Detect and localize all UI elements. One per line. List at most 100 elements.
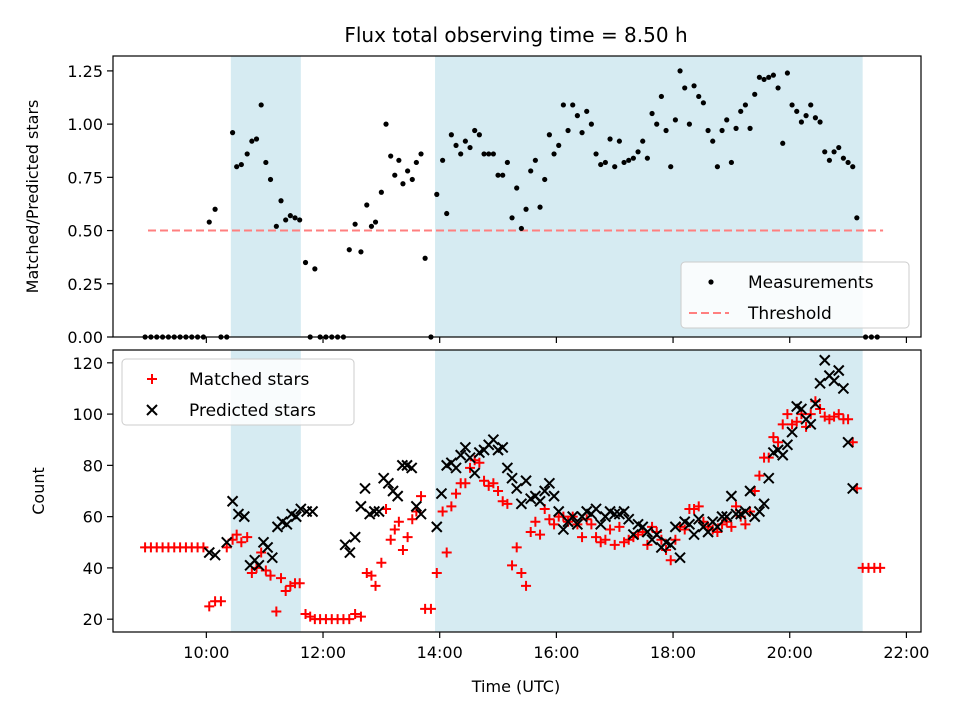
measurement-point: [682, 85, 688, 91]
predicted-star-point: [359, 482, 371, 495]
matched-star-point: [437, 506, 448, 517]
legend-box: [680, 261, 910, 329]
measurement-point: [724, 117, 730, 123]
matched-star-point: [535, 529, 546, 540]
measurement-point: [556, 142, 562, 149]
measurement-point: [560, 102, 566, 108]
predicted-star-point: [627, 528, 640, 541]
matched-star-point: [231, 529, 242, 540]
measurement-point: [770, 72, 777, 78]
measurement-point: [486, 151, 492, 157]
measurement-point: [607, 136, 613, 142]
predicted-star-point: [368, 505, 381, 518]
measurement-point: [579, 130, 585, 136]
x-tick-label: 20:00: [767, 643, 813, 662]
matched-star-point: [204, 601, 215, 612]
y-tick-label: 0.50: [67, 222, 103, 241]
measurement-point: [696, 93, 702, 100]
y-tick-label: 80: [83, 456, 103, 475]
predicted-star-point: [842, 436, 854, 448]
measurement-point: [368, 223, 375, 229]
predicted-star-point: [253, 559, 265, 572]
measurement-point: [396, 157, 402, 163]
matched-star-point: [712, 527, 723, 538]
measurement-point: [574, 113, 580, 119]
matched-star-point: [726, 521, 737, 532]
measurement-point: [229, 130, 236, 136]
predicted-star-point: [781, 439, 794, 451]
predicted-star-point: [805, 418, 817, 431]
predicted-star-point: [431, 521, 443, 533]
measurement-point: [668, 164, 674, 170]
matched-star-point: [693, 501, 704, 512]
measurement-point: [840, 155, 847, 161]
predicted-star-point: [534, 495, 546, 507]
matched-star-point: [294, 578, 305, 589]
predicted-star-point: [415, 508, 427, 520]
matched-star-point: [402, 532, 413, 543]
predicted-star-point: [557, 523, 570, 536]
predicted-star-point: [725, 490, 738, 502]
measurement-point: [626, 157, 632, 163]
matched-star-point: [614, 521, 625, 532]
y-axis-label: Matched/Predicted stars: [23, 100, 42, 294]
predicted-star-point: [847, 482, 859, 495]
measurement-point: [409, 176, 415, 183]
predicted-star-point: [450, 462, 462, 474]
measurement-point: [378, 189, 384, 195]
predicted-star-point: [744, 485, 756, 497]
measurement-point: [630, 155, 636, 161]
predicted-star-point: [609, 508, 621, 520]
predicted-star-point: [763, 472, 775, 484]
measurement-point: [509, 215, 515, 221]
measurement-point: [546, 132, 552, 138]
matched-star-point: [271, 606, 282, 617]
y-tick-label: 120: [72, 354, 103, 373]
matched-star-point: [256, 547, 267, 558]
measurement-point: [551, 151, 557, 157]
matched-star-point: [221, 542, 232, 553]
measurement-point: [584, 108, 590, 114]
measurement-point: [593, 151, 599, 157]
predicted-star-point: [281, 518, 293, 531]
measurement-point: [686, 121, 692, 127]
measurement-point: [392, 172, 398, 178]
measurement-point: [253, 136, 260, 142]
predicted-star-point: [758, 498, 770, 510]
y-tick-label: 0.00: [67, 328, 103, 347]
matched-star-point: [280, 585, 291, 596]
measurement-point: [752, 91, 758, 97]
measurement-point: [244, 151, 250, 157]
matched-star-point: [276, 573, 287, 584]
measurement-point: [514, 185, 520, 191]
predicted-star-point: [716, 510, 728, 523]
shaded-region: [230, 56, 301, 337]
predicted-star-point: [232, 508, 245, 520]
matched-star-point: [754, 470, 765, 481]
matched-star-point: [407, 514, 418, 525]
predicted-star-point: [226, 495, 239, 507]
x-tick-label: 22:00: [883, 643, 929, 662]
y-axis-label: Count: [29, 467, 48, 515]
measurement-point: [542, 176, 548, 183]
measurement-point: [523, 206, 529, 212]
matched-star-point: [530, 516, 541, 527]
measurement-point: [663, 127, 669, 134]
matched-star-point: [385, 534, 396, 545]
measurement-point: [273, 223, 279, 229]
predicted-star-point: [238, 510, 250, 523]
measurement-point: [263, 159, 269, 166]
measurement-point: [635, 149, 641, 155]
predicted-star-point: [814, 377, 826, 390]
x-axis-label: Time (UTC): [471, 677, 560, 696]
measurement-point: [500, 172, 506, 178]
measurement-point: [817, 119, 823, 125]
predicted-star-point: [548, 490, 560, 502]
measurement-point: [822, 149, 828, 155]
measurement-point: [803, 113, 809, 119]
predicted-star-point: [688, 528, 700, 541]
measurement-point: [476, 132, 482, 138]
matched-star-point: [488, 478, 499, 489]
predicted-star-point: [553, 505, 565, 518]
measurement-point: [850, 164, 856, 170]
